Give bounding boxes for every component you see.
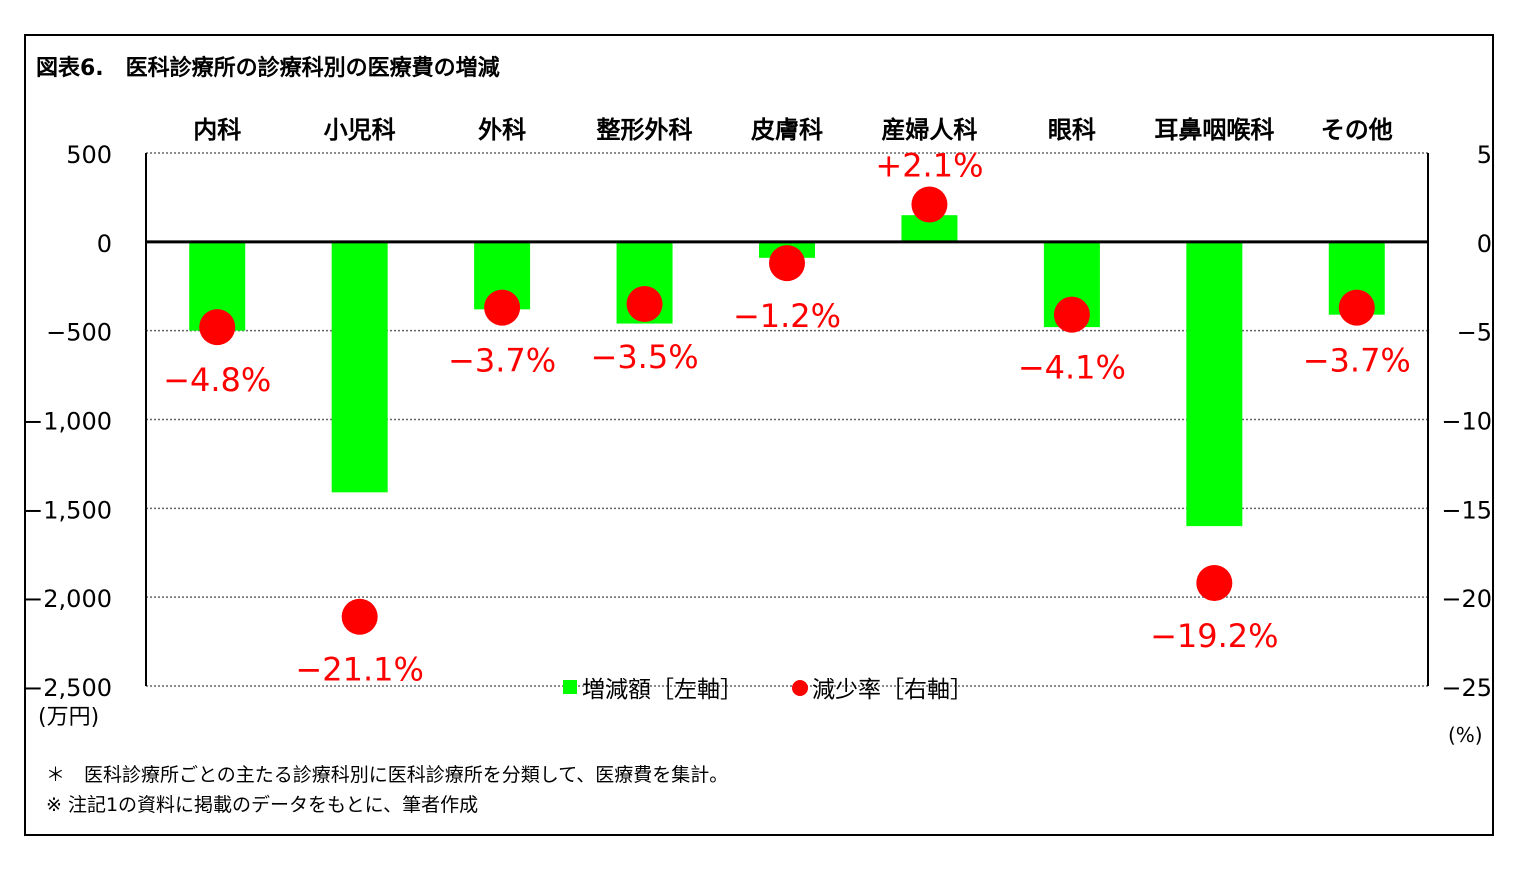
rate-label: −21.1%: [295, 651, 423, 689]
category-label: 外科: [478, 116, 526, 144]
rate-dot: [1053, 296, 1090, 333]
rate-label: −4.1%: [1018, 349, 1126, 387]
right-tick-label: −25: [1441, 674, 1492, 702]
bar: [1186, 241, 1243, 527]
left-tick-label: −1,000: [23, 408, 112, 436]
category-label: 眼科: [1048, 116, 1096, 144]
legend-dot-label: 減少率［右軸］: [812, 677, 973, 703]
rate-label: +2.1%: [875, 147, 983, 185]
rate-dot: [199, 309, 236, 346]
right-tick-label: −15: [1441, 496, 1492, 524]
rate-label: −1.2%: [733, 297, 841, 335]
rate-dot: [769, 245, 805, 282]
rate-label: −3.7%: [448, 342, 556, 380]
left-tick-label: −1,500: [23, 496, 112, 524]
rate-label: −4.8%: [163, 361, 271, 399]
legend-dot-swatch: [792, 680, 808, 696]
rate-dot: [626, 286, 663, 323]
note-1: ＊ 医科診療所ごとの主たる診療科別に医科診療所を分類して、医療費を集計。: [46, 764, 729, 786]
category-label: 産婦人科: [881, 116, 977, 144]
rate-dot: [1196, 564, 1233, 601]
left-tick-label: −2,500: [23, 674, 112, 702]
rate-dot: [1338, 289, 1375, 326]
right-tick-label: −20: [1441, 585, 1492, 613]
bar: [331, 241, 388, 493]
left-axis-unit: (万円): [38, 705, 99, 730]
right-axis-unit: (%): [1448, 723, 1483, 747]
right-tick-label: −10: [1441, 408, 1492, 436]
left-tick-label: −500: [46, 319, 112, 347]
category-label: 内科: [193, 116, 241, 144]
rate-label: −3.7%: [1303, 342, 1411, 380]
right-tick-label: −5: [1457, 319, 1492, 347]
note-2: ※ 注記1の資料に掲載のデータをもとに、筆者作成: [46, 794, 479, 816]
rate-label: −3.5%: [591, 338, 699, 376]
legend-bar-swatch: [563, 680, 577, 694]
category-label: 整形外科: [597, 116, 693, 144]
category-label: 皮膚科: [751, 116, 823, 144]
rate-dot: [484, 289, 521, 326]
left-tick-label: 500: [66, 141, 112, 169]
right-tick-label: 5: [1477, 141, 1492, 169]
category-label: 小児科: [324, 116, 396, 144]
chart-title: 図表6. 医科診療所の診療科別の医療費の増減: [36, 56, 500, 81]
rate-dot: [911, 186, 948, 223]
category-label: その他: [1321, 116, 1393, 144]
right-tick-label: 0: [1477, 230, 1492, 258]
rate-label: −19.2%: [1150, 617, 1278, 655]
legend-bar-label: 増減額［左軸］: [582, 677, 743, 703]
category-label: 耳鼻咽喉科: [1154, 116, 1274, 144]
left-tick-label: −2,000: [23, 585, 112, 613]
chart-frame: [24, 34, 1494, 836]
rate-dot: [341, 598, 378, 635]
left-tick-label: 0: [97, 230, 112, 258]
